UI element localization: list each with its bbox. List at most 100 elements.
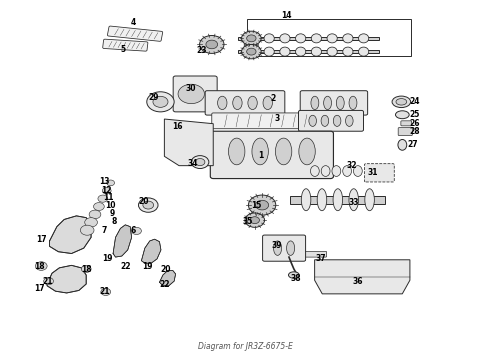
Text: 6: 6 [131, 226, 136, 235]
Text: 32: 32 [346, 161, 357, 170]
Ellipse shape [273, 241, 282, 255]
Ellipse shape [311, 166, 319, 176]
Circle shape [206, 40, 218, 49]
Circle shape [107, 180, 115, 186]
FancyBboxPatch shape [103, 39, 148, 51]
Circle shape [242, 44, 261, 59]
FancyBboxPatch shape [212, 113, 318, 129]
Text: 15: 15 [251, 201, 262, 210]
Bar [247, 19, 411, 56]
Text: 13: 13 [99, 177, 110, 186]
Text: 27: 27 [407, 140, 418, 149]
Text: 22: 22 [120, 262, 130, 271]
Text: 19: 19 [142, 262, 152, 271]
Text: 3: 3 [274, 114, 280, 123]
Ellipse shape [343, 47, 353, 56]
Text: 21: 21 [42, 276, 53, 285]
FancyBboxPatch shape [401, 121, 412, 126]
Polygon shape [49, 216, 91, 253]
Text: Diagram for JR3Z-6675-E: Diagram for JR3Z-6675-E [197, 342, 293, 351]
Ellipse shape [327, 34, 337, 43]
Ellipse shape [353, 166, 362, 176]
Polygon shape [47, 265, 86, 293]
FancyBboxPatch shape [293, 251, 327, 257]
Ellipse shape [327, 47, 337, 56]
Ellipse shape [332, 166, 341, 176]
Polygon shape [159, 270, 175, 286]
Text: 33: 33 [348, 198, 359, 207]
Text: 39: 39 [271, 241, 282, 250]
Text: 4: 4 [131, 18, 136, 27]
Ellipse shape [349, 189, 359, 211]
Circle shape [44, 278, 53, 285]
Text: 16: 16 [172, 122, 183, 131]
FancyBboxPatch shape [107, 26, 163, 41]
Ellipse shape [301, 189, 311, 211]
Circle shape [250, 217, 260, 224]
Circle shape [102, 188, 111, 194]
Ellipse shape [311, 34, 321, 43]
Ellipse shape [396, 99, 407, 105]
Text: 38: 38 [291, 274, 302, 283]
Text: 2: 2 [270, 94, 276, 103]
Circle shape [178, 84, 204, 104]
Ellipse shape [395, 111, 409, 119]
Circle shape [245, 213, 265, 227]
Circle shape [199, 36, 224, 53]
Circle shape [35, 262, 47, 270]
Circle shape [246, 35, 256, 42]
Bar [238, 50, 379, 53]
Text: 5: 5 [120, 45, 125, 54]
Text: 35: 35 [242, 217, 253, 226]
Ellipse shape [248, 34, 259, 43]
Ellipse shape [317, 189, 327, 211]
Ellipse shape [343, 166, 351, 176]
Text: 26: 26 [410, 119, 420, 128]
Ellipse shape [336, 96, 344, 109]
Text: 18: 18 [34, 262, 45, 271]
Ellipse shape [295, 34, 306, 43]
Ellipse shape [233, 96, 242, 109]
Ellipse shape [309, 115, 317, 126]
Ellipse shape [218, 96, 227, 109]
Text: 25: 25 [410, 110, 420, 119]
Ellipse shape [323, 96, 332, 109]
Ellipse shape [311, 96, 319, 109]
FancyBboxPatch shape [365, 164, 394, 182]
Text: 20: 20 [160, 265, 171, 274]
Ellipse shape [333, 115, 341, 126]
Circle shape [195, 158, 205, 166]
Ellipse shape [289, 272, 299, 278]
FancyBboxPatch shape [298, 111, 364, 131]
Circle shape [94, 203, 104, 211]
Ellipse shape [321, 115, 329, 126]
Circle shape [101, 288, 111, 296]
Text: 1: 1 [259, 151, 264, 160]
FancyBboxPatch shape [205, 91, 285, 115]
Circle shape [153, 96, 168, 107]
FancyBboxPatch shape [300, 91, 368, 115]
Ellipse shape [280, 34, 290, 43]
Ellipse shape [228, 138, 245, 165]
Circle shape [89, 210, 101, 219]
Text: 28: 28 [410, 127, 420, 136]
Polygon shape [164, 119, 213, 166]
Text: 34: 34 [188, 159, 198, 168]
Text: 24: 24 [410, 97, 420, 106]
Text: 7: 7 [101, 226, 107, 235]
Circle shape [191, 156, 209, 168]
Text: 22: 22 [159, 280, 170, 289]
Ellipse shape [359, 34, 369, 43]
Text: 31: 31 [368, 168, 378, 177]
Text: 21: 21 [99, 287, 110, 296]
Circle shape [80, 225, 94, 235]
FancyBboxPatch shape [173, 76, 217, 112]
Ellipse shape [398, 139, 407, 150]
Circle shape [132, 227, 142, 234]
Ellipse shape [365, 189, 374, 211]
Ellipse shape [392, 96, 411, 108]
Text: 17: 17 [36, 235, 47, 244]
Text: 37: 37 [316, 254, 326, 263]
Circle shape [255, 200, 269, 210]
Ellipse shape [359, 47, 369, 56]
